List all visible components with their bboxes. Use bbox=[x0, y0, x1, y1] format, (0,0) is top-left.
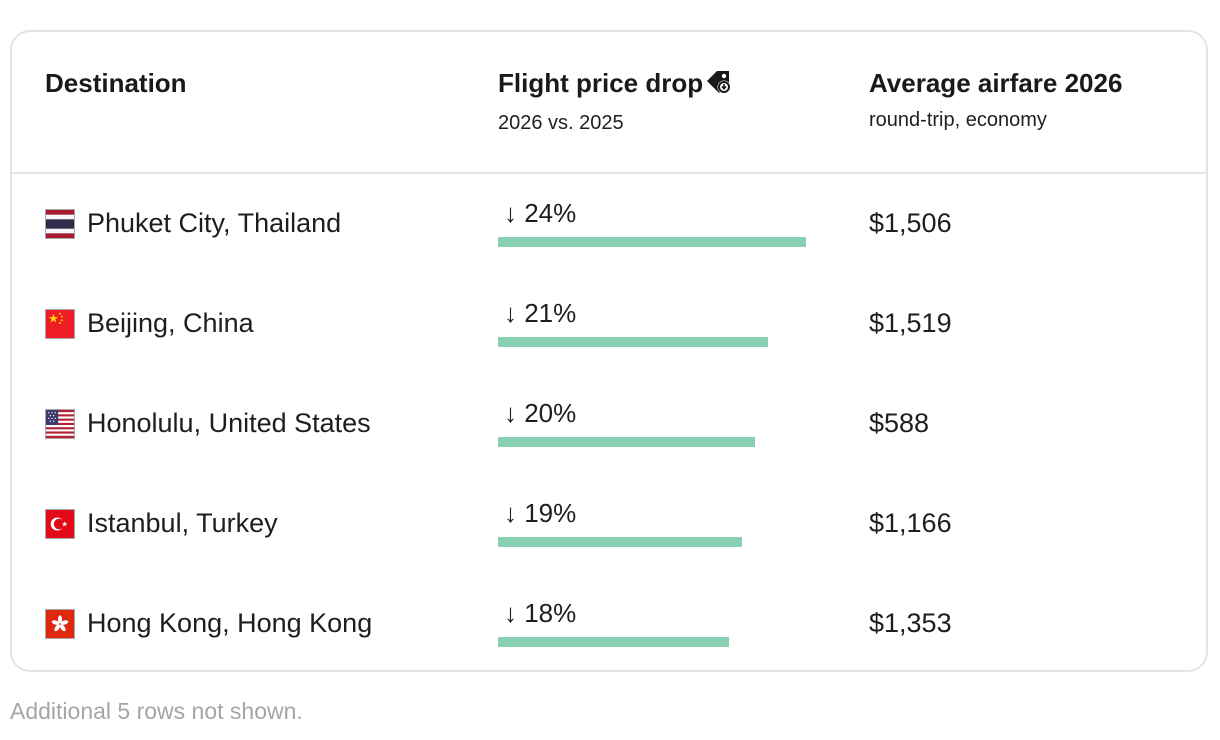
destination-cell: Hong Kong, Hong Kong bbox=[45, 608, 372, 639]
price-drop-cell: ↓ 20% bbox=[498, 398, 818, 447]
price-drop-value: ↓ 20% bbox=[504, 398, 577, 428]
airfare-value: $1,353 bbox=[869, 608, 952, 638]
table-row: Honolulu, United States ↓ 20% $588 bbox=[12, 372, 1206, 472]
price-drop-value: ↓ 19% bbox=[504, 498, 577, 528]
destination-name: Honolulu, United States bbox=[87, 408, 371, 438]
airfare-value: $1,166 bbox=[869, 508, 952, 538]
table-header: Destination Flight price drop 2026 vs. 2… bbox=[12, 32, 1206, 174]
destination-name: Istanbul, Turkey bbox=[87, 508, 278, 538]
table-row: Beijing, China ↓ 21% $1,519 bbox=[12, 272, 1206, 372]
price-drop-cell: ↓ 19% bbox=[498, 498, 818, 547]
thailand-flag-icon bbox=[45, 208, 75, 239]
price-drop-header-subtitle: 2026 vs. 2025 bbox=[498, 112, 624, 134]
china-flag-icon bbox=[45, 308, 75, 339]
table-row: Phuket City, Thailand ↓ 24% $1,506 bbox=[12, 172, 1206, 272]
price-drop-value: ↓ 24% bbox=[504, 198, 577, 228]
price-drop-header-label: Flight price drop bbox=[498, 68, 704, 98]
price-drop-bar bbox=[498, 537, 742, 547]
table-row: Hong Kong, Hong Kong ↓ 18% $1,353 bbox=[12, 572, 1206, 672]
price-drop-cell: ↓ 18% bbox=[498, 598, 818, 647]
price-drop-bar bbox=[498, 337, 768, 347]
price-drop-cell: ↓ 24% bbox=[498, 198, 818, 247]
destination-cell: Istanbul, Turkey bbox=[45, 508, 278, 539]
price-drop-bar bbox=[498, 437, 755, 447]
price-drop-bar bbox=[498, 237, 806, 247]
destination-name: Beijing, China bbox=[87, 308, 254, 338]
destination-cell: Beijing, China bbox=[45, 308, 254, 339]
footnote: Additional 5 rows not shown. bbox=[10, 698, 303, 724]
airfare-value: $1,519 bbox=[869, 308, 952, 338]
usa-flag-icon bbox=[45, 408, 75, 439]
hongkong-flag-icon bbox=[45, 608, 75, 639]
destination-name: Phuket City, Thailand bbox=[87, 208, 342, 238]
airfare-value: $588 bbox=[869, 408, 930, 438]
destination-cell: Honolulu, United States bbox=[45, 408, 371, 439]
table-body: Phuket City, Thailand ↓ 24% $1,506 bbox=[12, 172, 1206, 672]
airfare-column-header: Average airfare 2026 round-trip, economy bbox=[869, 68, 1122, 132]
price-drop-column-header: Flight price drop 2026 vs. 2025 bbox=[498, 68, 733, 135]
price-drop-table: Destination Flight price drop 2026 vs. 2… bbox=[10, 30, 1208, 672]
table-row: Istanbul, Turkey ↓ 19% $1,166 bbox=[12, 472, 1206, 572]
airfare-value: $1,506 bbox=[869, 208, 952, 238]
destination-column-header: Destination bbox=[45, 68, 187, 99]
destination-name: Hong Kong, Hong Kong bbox=[87, 608, 373, 638]
destination-header-label: Destination bbox=[45, 68, 187, 98]
airfare-header-subtitle: round-trip, economy bbox=[869, 109, 1047, 131]
destination-cell: Phuket City, Thailand bbox=[45, 208, 341, 239]
airfare-header-label: Average airfare 2026 bbox=[869, 68, 1123, 98]
price-drop-value: ↓ 18% bbox=[504, 598, 577, 628]
price-drop-bar bbox=[498, 637, 729, 647]
price-drop-value: ↓ 21% bbox=[504, 298, 577, 328]
price-drop-cell: ↓ 21% bbox=[498, 298, 818, 347]
turkey-flag-icon bbox=[45, 508, 75, 539]
price-tag-icon bbox=[705, 69, 733, 102]
